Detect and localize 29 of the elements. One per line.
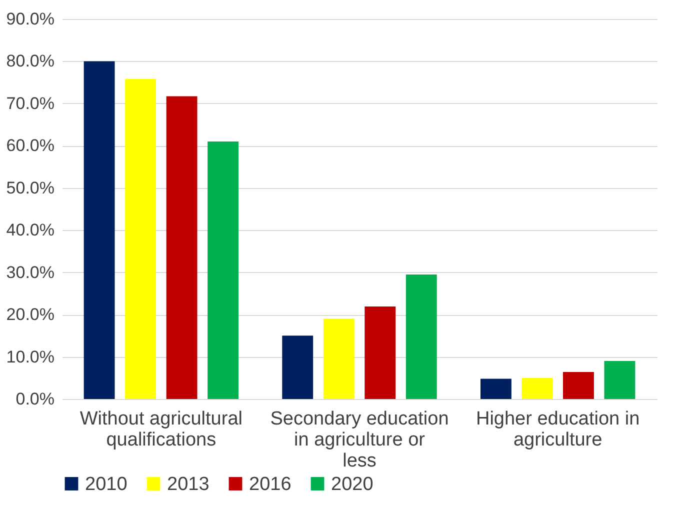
bar (480, 378, 512, 399)
bar (208, 141, 239, 399)
bar (562, 372, 594, 399)
y-tick-label: 80.0% (6, 52, 54, 71)
legend-label: 2010 (85, 474, 128, 495)
y-tick-label: 90.0% (6, 10, 54, 28)
bar (364, 306, 396, 399)
x-tick-label: Secondary education in agriculture or less (270, 408, 449, 472)
bar (166, 96, 198, 399)
y-tick-label: 70.0% (6, 94, 54, 113)
y-tick-label: 20.0% (6, 305, 54, 324)
bar (282, 336, 314, 399)
legend-label: 2020 (331, 474, 374, 495)
bar (323, 318, 354, 399)
y-tick-label: 50.0% (6, 178, 54, 198)
bar (125, 78, 156, 399)
bar (84, 61, 115, 399)
bar (604, 361, 636, 399)
bar (522, 378, 553, 399)
y-tick-label: 30.0% (6, 262, 54, 282)
y-tick-label: 40.0% (6, 220, 54, 240)
y-tick-label: 60.0% (6, 136, 54, 156)
legend-label: 2016 (249, 474, 292, 495)
y-tick-label: 10.0% (6, 347, 54, 366)
legend-label: 2013 (167, 474, 210, 495)
x-tick-label: Without agricultural qualifications (80, 408, 242, 450)
y-tick-label: 0.0% (16, 390, 54, 408)
x-tick-label: Higher education in agriculture (476, 408, 640, 450)
bar (406, 274, 437, 399)
